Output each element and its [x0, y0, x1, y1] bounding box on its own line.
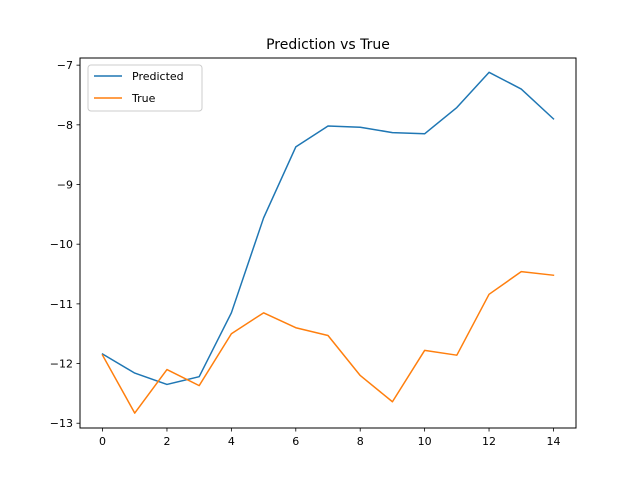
- x-tick-label: 4: [228, 435, 235, 448]
- x-tick-label: 2: [163, 435, 170, 448]
- x-tick-label: 8: [357, 435, 364, 448]
- y-tick-label: −10: [50, 238, 73, 251]
- y-tick-label: −11: [50, 298, 73, 311]
- plot-area-frame: [79, 57, 577, 429]
- legend-label-true: True: [131, 92, 156, 105]
- x-tick-label: 12: [482, 435, 496, 448]
- y-axis: −13 −12 −11 −10 −9 −8 −7: [50, 59, 80, 430]
- y-tick-label: −8: [57, 119, 73, 132]
- series-line-predicted: [101, 71, 555, 386]
- series-line-true: [101, 270, 555, 414]
- legend: Predicted True: [87, 64, 203, 112]
- chart-title: Prediction vs True: [266, 37, 390, 53]
- x-tick-label: 6: [292, 435, 299, 448]
- y-tick-label: −12: [50, 358, 73, 371]
- y-tick-label: −9: [57, 179, 73, 192]
- series-layer: [101, 71, 555, 414]
- x-tick-label: 14: [546, 435, 560, 448]
- x-axis: 0 2 4 6 8 10 12 14: [99, 428, 560, 448]
- x-tick-label: 0: [99, 435, 106, 448]
- x-tick-label: 10: [418, 435, 432, 448]
- y-tick-label: −13: [50, 417, 73, 430]
- legend-label-predicted: Predicted: [132, 70, 184, 83]
- y-tick-label: −7: [57, 59, 73, 72]
